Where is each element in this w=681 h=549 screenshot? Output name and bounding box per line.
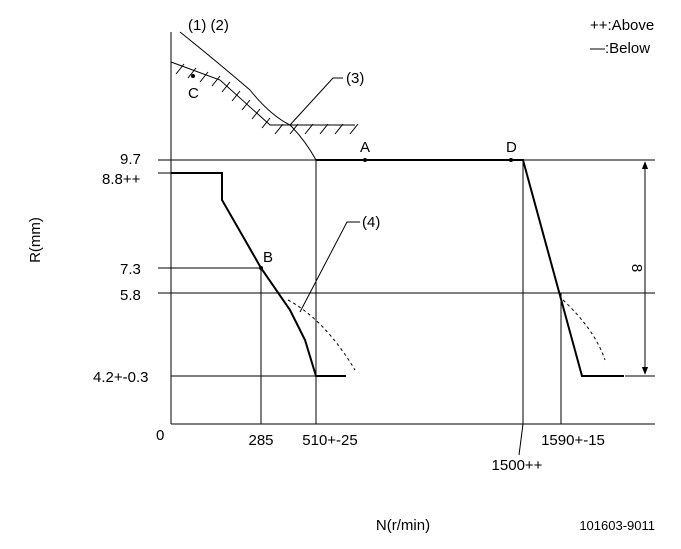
origin-label: 0 (156, 427, 164, 444)
point-d: D (506, 139, 517, 156)
y-label: 9.7 (120, 151, 141, 168)
point-b: B (263, 249, 273, 266)
reference-lines (158, 159, 655, 456)
point-a: A (360, 139, 370, 156)
x-label: 1500++ (492, 457, 543, 474)
y-label: 4.2+-0.3 (93, 369, 148, 386)
x-axis-title: N(r/min) (376, 517, 430, 534)
notes: (1) (2) (188, 17, 229, 34)
callout-3: (3) (346, 70, 364, 87)
y-axis-title: R(mm) (27, 217, 44, 263)
y-label: 8.8++ (102, 171, 141, 188)
point-c: C (188, 85, 199, 102)
dimension-label: 8 (628, 264, 645, 272)
curves (170, 31, 655, 377)
callout-4: (4) (362, 214, 380, 231)
legend-below: —:Below (590, 40, 650, 57)
y-label: 7.3 (120, 261, 141, 278)
y-label: 5.8 (120, 287, 141, 304)
legend-above: ++:Above (590, 17, 654, 34)
drawing-code: 101603-9011 (579, 518, 655, 533)
x-label: 285 (248, 432, 273, 449)
x-label: 1590+-15 (541, 432, 605, 449)
x-label: 510+-25 (302, 432, 357, 449)
axes (170, 32, 655, 425)
